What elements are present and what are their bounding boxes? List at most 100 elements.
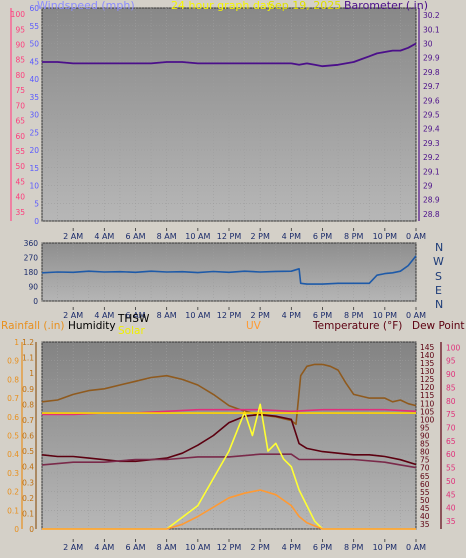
temperature-tick-label: 60 (420, 480, 430, 489)
rainfall-tick-label: 0.1 (7, 506, 19, 515)
uv-tick-label: 0.4 (22, 463, 34, 472)
temperature-tick-label: 110 (420, 399, 435, 408)
x-tick-label: 6 AM (125, 543, 145, 552)
x-tick-label: 6 PM (313, 311, 332, 320)
barometer-tick-label: 29.2 (423, 153, 440, 162)
temperature-tick-label: 90 (420, 432, 430, 441)
rainfall-tick-label: 0.3 (7, 469, 19, 478)
compass-label-w: W (433, 255, 444, 268)
x-tick-label: 10 PM (373, 232, 398, 241)
series-line-solar (42, 403, 416, 530)
wind-direction-tick-label: 90 (28, 283, 38, 292)
uv-tick-label: 0.1 (22, 509, 34, 518)
rainfall-tick-label: 0.6 (7, 413, 19, 422)
dew-point-tick-label: 90 (446, 370, 456, 379)
uv-tick-label: 0.9 (22, 385, 34, 394)
uv-tick-label: 0 (29, 525, 34, 534)
dew-point-tick-label: 70 (446, 423, 456, 432)
dew-point-tick-label: 65 (446, 437, 456, 446)
legend-thsw: THSW (117, 313, 150, 325)
x-tick-label: 8 AM (157, 543, 177, 552)
windspeed-tick-label: 60 (29, 4, 39, 13)
barometer-tick-label: 29.1 (423, 167, 440, 176)
x-tick-label: 8 PM (344, 543, 363, 552)
uv-tick-label: 0.8 (22, 400, 34, 409)
series-line-wind-direction (41, 255, 417, 285)
temperature-tick-label: 75 (15, 86, 25, 95)
x-tick-label: 2 PM (250, 232, 269, 241)
dew-point-tick-label: 40 (446, 504, 456, 513)
temperature-tick-label: 100 (11, 10, 26, 19)
barometer-axis-label: Barometer (.in) (344, 0, 428, 12)
uv-tick-label: 0.6 (22, 432, 34, 441)
windspeed-tick-label: 20 (29, 146, 39, 155)
wind-direction-tick-label: 180 (24, 268, 39, 277)
barometer-tick-label: 29.8 (423, 68, 440, 77)
temperature-tick-label: 125 (420, 375, 435, 384)
temperature-tick-label: 70 (15, 101, 25, 110)
barometer-tick-label: 30 (423, 40, 433, 49)
rainfall-tick-label: 0.5 (7, 432, 19, 441)
uv-tick-label: 0.5 (22, 447, 34, 456)
series-line-dew-point-f (41, 453, 417, 469)
temperature-tick-label: 50 (15, 162, 25, 171)
x-tick-label: 0 AM (406, 543, 426, 552)
temperature-tick-label: 40 (420, 512, 430, 521)
barometer-tick-label: 29.3 (423, 139, 440, 148)
series-line-temperature-f (41, 413, 417, 466)
x-tick-label: 12 PM (217, 232, 242, 241)
wind-direction-tick-label: 0 (33, 297, 38, 306)
barometer-tick-label: 29 (423, 182, 433, 191)
legend-humidity: Humidity (68, 320, 116, 332)
compass-label-s: S (435, 270, 442, 283)
dew-point-tick-label: 75 (446, 410, 456, 419)
temperature-tick-label: 50 (420, 496, 430, 505)
uv-tick-label: 1.1 (22, 354, 34, 363)
barometer-tick-label: 30.2 (423, 11, 440, 20)
temperature-tick-label: 35 (15, 208, 25, 217)
windspeed-tick-label: 50 (29, 40, 39, 49)
temperature-tick-label: 120 (420, 383, 435, 392)
windspeed-tick-label: 40 (29, 75, 39, 84)
barometer-tick-label: 29.5 (423, 111, 440, 120)
x-tick-label: 2 PM (250, 543, 269, 552)
x-tick-label: 4 PM (282, 232, 301, 241)
compass-label-n-bottom: N (435, 298, 443, 311)
x-tick-label: 8 AM (157, 311, 177, 320)
temperature-tick-label: 65 (420, 472, 430, 481)
temperature-tick-label: 65 (15, 117, 25, 126)
legend-rainfall: Rainfall (.in) (1, 320, 64, 332)
rainfall-tick-label: 0.2 (7, 488, 19, 497)
temperature-tick-label: 55 (15, 147, 25, 156)
temperature-tick-label: 85 (420, 440, 430, 449)
dew-point-tick-label: 35 (446, 517, 456, 526)
temperature-tick-label: 45 (420, 504, 430, 513)
rainfall-tick-label: 1 (14, 338, 19, 347)
x-tick-label: 4 PM (282, 543, 301, 552)
x-tick-label: 0 AM (406, 311, 426, 320)
temperature-tick-label: 105 (420, 407, 435, 416)
series-line-uv (42, 489, 416, 530)
windspeed-tick-label: 15 (29, 164, 39, 173)
legend-solar: Solar (118, 325, 145, 337)
windspeed-tick-label: 55 (29, 22, 39, 31)
x-tick-label: 0 AM (406, 232, 426, 241)
x-tick-label: 6 PM (313, 232, 332, 241)
chart-date: Sep 19, 2025 (268, 0, 341, 12)
x-tick-label: 8 AM (157, 232, 177, 241)
rainfall-tick-label: 0.4 (7, 450, 19, 459)
legend-dew-point: Dew Point (°F) (412, 320, 466, 332)
temperature-tick-label: 95 (15, 25, 25, 34)
rainfall-tick-label: 0.7 (7, 394, 19, 403)
x-tick-label: 2 AM (63, 543, 83, 552)
temperature-tick-label: 80 (15, 71, 25, 80)
wind-direction-tick-label: 270 (24, 254, 39, 263)
barometer-tick-label: 29.7 (423, 82, 440, 91)
uv-tick-label: 0.3 (22, 478, 34, 487)
rainfall-tick-label: 0.8 (7, 375, 19, 384)
temperature-tick-label: 100 (420, 415, 435, 424)
barometer-tick-label: 28.8 (423, 210, 440, 219)
temperature-tick-label: 80 (420, 448, 430, 457)
windspeed-tick-label: 45 (29, 57, 39, 66)
